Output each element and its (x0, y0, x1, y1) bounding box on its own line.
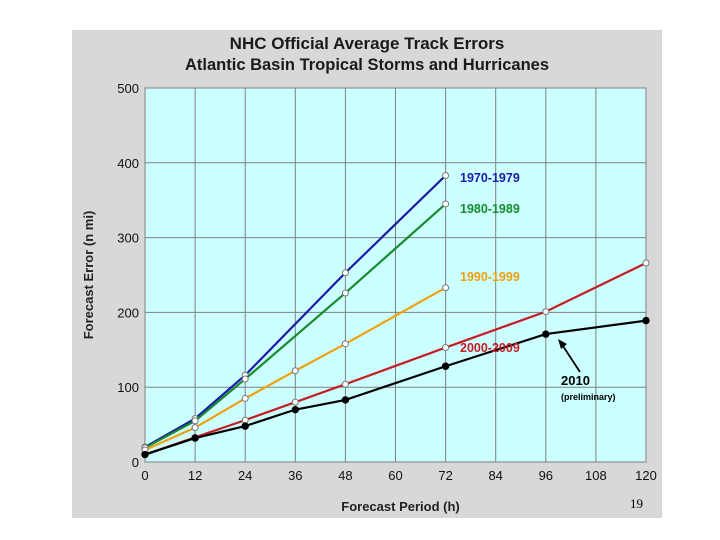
chart-title: NHC Official Average Track Errors (229, 34, 505, 53)
data-point (341, 396, 350, 404)
page-number: 19 (630, 496, 643, 511)
data-point (241, 375, 249, 383)
series-label: 1970-1979 (460, 171, 520, 185)
x-tick-label: 84 (488, 468, 502, 483)
x-tick-label: 60 (388, 468, 402, 483)
data-point (241, 416, 249, 424)
y-tick-label: 400 (117, 156, 139, 171)
y-axis-label: Forecast Error (n mi) (81, 211, 96, 340)
data-point (191, 417, 199, 425)
data-point (291, 405, 300, 414)
data-point (441, 362, 450, 370)
series-line (144, 319, 647, 456)
data-point (542, 308, 550, 316)
line-chart: 0 12 24 36 48 60 72 84 96 108 120 0 100 200 300 400 500 F… (81, 81, 657, 514)
data-point (642, 259, 650, 267)
series-line (144, 262, 647, 456)
annotation-arrowhead (558, 339, 567, 349)
data-point (642, 316, 650, 325)
y-tick-label: 500 (117, 81, 139, 96)
data-point (341, 289, 349, 297)
series-label: 2000-2009 (460, 341, 520, 355)
data-point (442, 200, 450, 208)
data-point (442, 172, 450, 180)
data-point (442, 344, 450, 352)
data-point (141, 450, 149, 459)
y-tick-label: 100 (117, 380, 139, 395)
y-tick-label: 300 (117, 231, 139, 246)
data-point (191, 424, 199, 432)
x-tick-label: 24 (238, 468, 252, 483)
series-label: 1980-1989 (460, 202, 520, 216)
x-tick-label: 72 (438, 468, 452, 483)
y-tick-label: 0 (132, 455, 139, 470)
data-point (191, 434, 199, 442)
x-tick-label: 48 (338, 468, 352, 483)
data-point (341, 269, 349, 277)
x-tick-label: 0 (141, 468, 148, 483)
x-tick-label: 12 (188, 468, 202, 483)
data-point (291, 367, 299, 375)
y-tick-label: 200 (117, 305, 139, 320)
x-tick-label: 120 (635, 468, 657, 483)
x-tick-label: 96 (539, 468, 553, 483)
chart-figure: NHC Official Average Track Errors Atlant… (72, 30, 662, 518)
x-tick-label: 108 (585, 468, 607, 483)
annotation-note: (preliminary) (561, 392, 616, 402)
x-tick-label: 36 (288, 468, 302, 483)
chart-subtitle: Atlantic Basin Tropical Storms and Hurri… (184, 56, 549, 74)
data-point (291, 398, 299, 406)
data-point (241, 394, 249, 402)
data-point (542, 330, 550, 338)
annotation-arrow (560, 342, 581, 373)
series-line (144, 286, 447, 452)
series-label: 1990-1999 (460, 270, 520, 284)
data-point (341, 340, 349, 348)
x-axis-label: Forecast Period (h) (341, 499, 459, 514)
data-point (341, 380, 349, 388)
data-point (442, 284, 450, 292)
data-point (241, 422, 249, 430)
annotation-label: 2010 (561, 373, 590, 388)
